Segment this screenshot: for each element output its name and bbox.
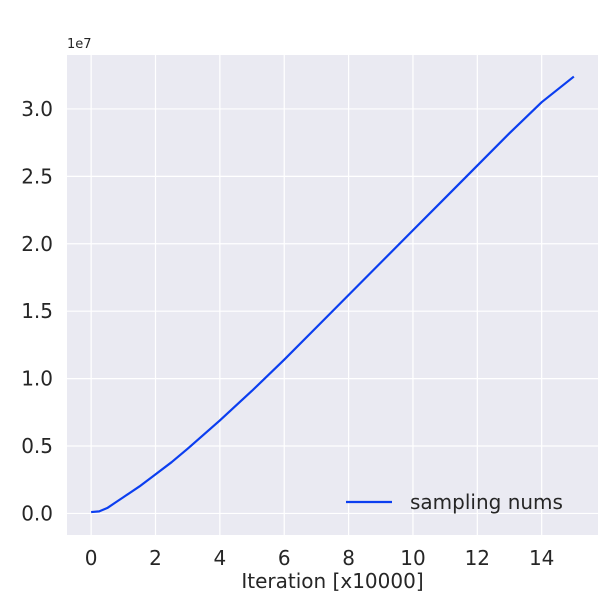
y-tick-label: 1.5 [21,299,53,323]
x-tick-label: 6 [278,546,291,570]
x-axis-ticks: 0 2 4 6 8 10 12 14 [85,546,555,570]
y-offset-label: 1e7 [67,37,92,52]
x-tick-label: 0 [85,546,98,570]
y-tick-label: 2.0 [21,232,53,256]
legend-label: sampling nums [410,490,563,514]
x-axis-label: Iteration [x10000] [241,569,423,593]
x-tick-label: 12 [465,546,490,570]
plot-area [67,55,598,535]
y-tick-label: 0.0 [21,501,53,525]
x-tick-label: 14 [529,546,554,570]
y-tick-label: 0.5 [21,434,53,458]
x-tick-label: 2 [149,546,162,570]
x-tick-label: 10 [400,546,425,570]
y-tick-label: 1.0 [21,367,53,391]
y-axis-ticks: 0.0 0.5 1.0 1.5 2.0 2.5 3.0 [21,97,53,525]
y-tick-label: 2.5 [21,164,53,188]
series-layer [91,75,575,514]
y-tick-label: 3.0 [21,97,53,121]
x-tick-label: 8 [342,546,355,570]
x-tick-label: 4 [213,546,226,570]
legend: sampling nums [346,490,563,514]
series-line-sampling-nums [91,75,575,514]
